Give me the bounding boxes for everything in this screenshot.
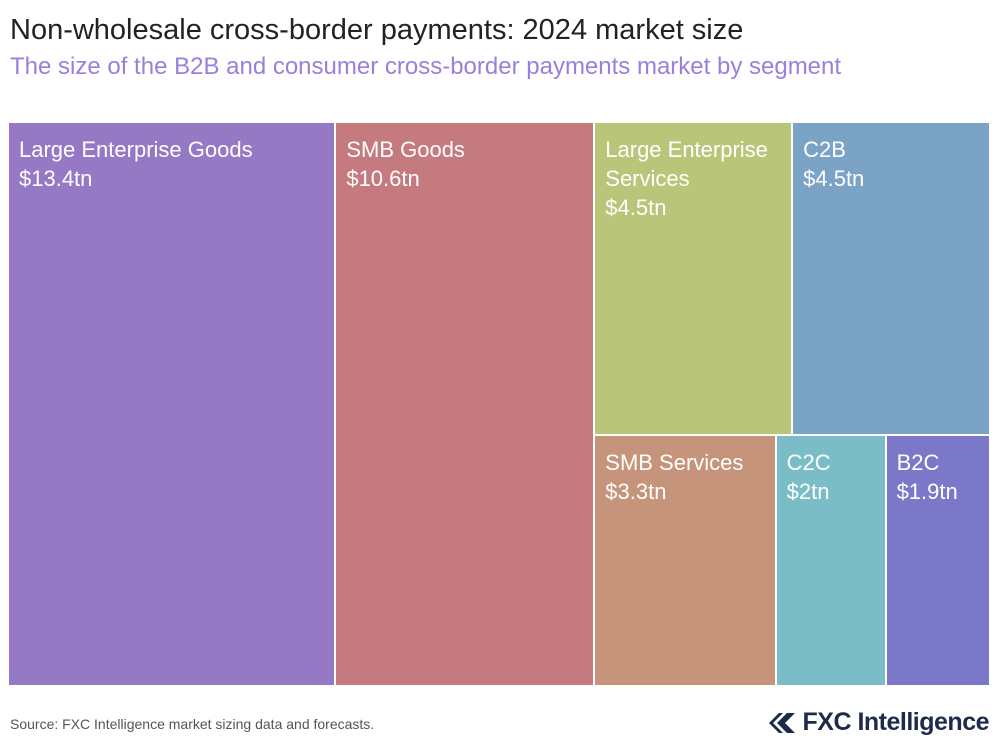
treemap-tile: C2B $4.5tn <box>792 122 990 436</box>
tile-label: C2C <box>786 450 831 476</box>
tile-value-label: $2tn <box>786 479 830 505</box>
tile-value-label: $10.6tn <box>346 166 420 191</box>
treemap: Large Enterprise Goods $13.4tn SMB Goods $1… <box>8 122 990 686</box>
source-note: Source: FXC Intelligence market sizing d… <box>10 716 375 732</box>
brand-logo: FXC Intelligence <box>767 708 990 737</box>
tile-label: C2B <box>803 137 846 162</box>
treemap-tile: SMB Services $3.3tn <box>594 435 776 686</box>
tile-label: SMB Services <box>605 450 744 476</box>
tile-value-label: $13.4tn <box>19 166 93 191</box>
tile-value-label: $4.5tn <box>803 166 865 191</box>
tile-value-label: $1.9tn <box>896 479 958 505</box>
tile-label: Large Enterprise Goods <box>19 137 253 162</box>
tile-label: SMB Goods <box>346 137 465 162</box>
treemap-tile: Large Enterprise Goods $13.4tn <box>8 122 336 686</box>
treemap-tile: B2C $1.9tn <box>885 435 990 686</box>
tile-value-label: $4.5tn <box>605 195 667 220</box>
chart-subtitle: The size of the B2B and consumer cross-b… <box>10 53 842 80</box>
treemap-tile: SMB Goods $10.6tn <box>335 122 595 686</box>
tile-value-label: $3.3tn <box>605 479 667 505</box>
brand-icon <box>768 712 795 733</box>
tile-label: Large Enterprise Services <box>605 137 768 191</box>
treemap-tile: Large Enterprise Services $4.5tn <box>594 122 793 436</box>
brand-name: FXC Intelligence <box>802 708 990 736</box>
treemap-tile: C2C $2tn <box>775 435 886 686</box>
chart-title: Non-wholesale cross-border payments: 202… <box>10 14 744 46</box>
tile-label: B2C <box>896 450 940 476</box>
